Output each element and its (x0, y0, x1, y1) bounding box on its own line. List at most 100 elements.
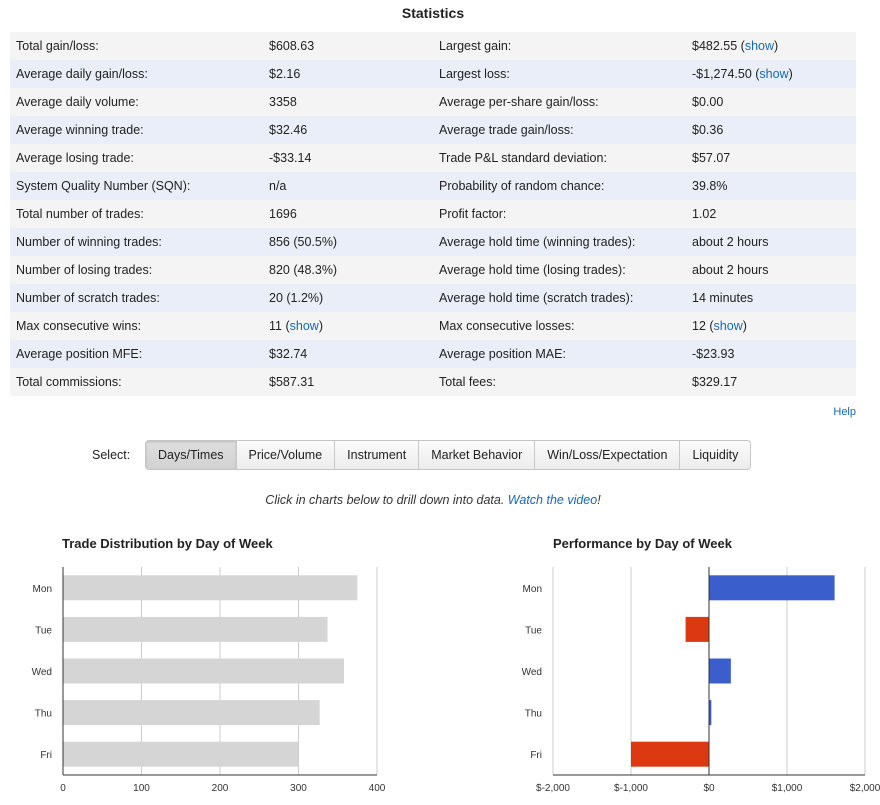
stat-label-text: Average winning trade: (16, 123, 144, 137)
bar-mon[interactable] (63, 575, 358, 601)
stat-value: 12 (show) (686, 312, 856, 340)
show-link[interactable]: show (759, 67, 789, 81)
stat-label-text: Average per-share gain/loss: (439, 95, 599, 109)
stat-value-text: about 2 hours (692, 235, 769, 249)
show-link[interactable]: show (744, 39, 775, 53)
stat-label-text: Average hold time (scratch trades): (439, 291, 634, 305)
x-tick-label: 300 (290, 783, 307, 794)
stat-value-text: 14 minutes (692, 291, 754, 305)
category-label: Mon (33, 584, 52, 595)
stat-value-text: -$23.93 (692, 347, 735, 361)
bar-thu[interactable] (63, 700, 320, 726)
tab-market-behavior[interactable]: Market Behavior (419, 441, 536, 469)
stat-label: Average position MAE: (433, 340, 686, 368)
help-link[interactable]: Help (833, 406, 856, 418)
statistics-title: Statistics (401, 5, 465, 21)
stat-value-text: $329.17 (692, 375, 738, 389)
stat-label: Average per-share gain/loss: (433, 88, 686, 116)
stat-label: Max consecutive losses: (433, 312, 686, 340)
stat-value: $0.00 (686, 88, 856, 116)
stat-label: Number of winning trades: (10, 228, 263, 256)
category-label: Tue (525, 625, 542, 636)
bar-tue[interactable] (685, 616, 709, 642)
stat-label-text: Number of losing trades: (16, 263, 153, 277)
stat-label-text: Total number of trades: (16, 207, 144, 221)
stat-row: Number of scratch trades: 20 (1.2%) Averag… (10, 284, 856, 312)
stat-value: -$23.93 (686, 340, 856, 368)
stat-value: about 2 hours (686, 228, 856, 256)
watch-video-link[interactable]: Watch the video (507, 493, 598, 507)
stat-label: Average losing trade: (10, 144, 263, 172)
show-link[interactable]: show (713, 319, 743, 333)
stat-label-text: Average daily gain/loss: (16, 67, 148, 81)
tab-win-loss-expectation[interactable]: Win/Loss/Expectation (535, 441, 681, 469)
hint-text: Click in charts below to drill down into… (265, 493, 505, 507)
stat-value: 1696 (263, 200, 433, 228)
stat-row: Total number of trades: 1696 Profit factor… (10, 200, 856, 228)
stat-value: n/a (263, 172, 433, 200)
stat-value: $608.63 (263, 32, 433, 60)
stat-row: Number of winning trades: 856 (50.5%) Aver… (10, 228, 856, 256)
bar-fri[interactable] (631, 741, 709, 767)
trade-distribution-chart[interactable]: 0 100 200 300 400 Mon Tue Wed Thu Fri (0, 555, 420, 805)
stat-label-text: Average trade gain/loss: (439, 123, 574, 137)
bar-wed[interactable] (709, 658, 731, 684)
stat-label: System Quality Number (SQN): (10, 172, 263, 200)
hint-suffix: ! (597, 493, 601, 507)
stat-label-text: Trade P&L standard deviation: (439, 151, 607, 165)
category-label: Wed (522, 667, 542, 678)
tab-instrument[interactable]: Instrument (335, 441, 420, 469)
stat-value-text: $482.55 (692, 39, 738, 53)
stat-value-text: about 2 hours (692, 263, 769, 277)
stat-label: Number of losing trades: (10, 256, 263, 284)
stat-value: -$33.14 (263, 144, 433, 172)
stat-value-text: -$33.14 (269, 151, 312, 165)
category-label: Mon (523, 584, 542, 595)
stat-value: 1.02 (686, 200, 856, 228)
stat-label: Total fees: (433, 368, 686, 396)
x-tick-label: $2,000 (850, 783, 880, 794)
bar-mon[interactable] (709, 575, 835, 601)
stat-value-text: 856 (50.5%) (269, 235, 338, 249)
stat-value: $32.74 (263, 340, 433, 368)
stat-value: about 2 hours (686, 256, 856, 284)
stat-label: Largest loss: (433, 60, 686, 88)
stat-row: Max consecutive wins: 11 (show) Max consec… (10, 312, 856, 340)
stat-label-text: Probability of random chance: (439, 179, 605, 193)
stat-label: Average winning trade: (10, 116, 263, 144)
show-link[interactable]: show (289, 319, 319, 333)
stat-value: 20 (1.2%) (263, 284, 433, 312)
stat-value-text: n/a (269, 179, 287, 193)
stat-value-text: $0.36 (692, 123, 724, 137)
bar-thu[interactable] (709, 700, 712, 726)
bar-tue[interactable] (63, 616, 328, 642)
stat-value-text: 11 (269, 319, 282, 333)
stat-row: System Quality Number (SQN): n/a Probabili… (10, 172, 856, 200)
stat-value: 856 (50.5%) (263, 228, 433, 256)
tab-liquidity[interactable]: Liquidity (692, 448, 739, 462)
performance-chart[interactable]: $-2,000 $-1,000 $0 $1,000 $2,000 Mon Tue Wed Thu… (500, 555, 880, 805)
tab-price-volume[interactable]: Price/Volume (237, 441, 336, 469)
x-tick-label: 400 (369, 783, 386, 794)
bar-fri[interactable] (63, 741, 299, 767)
stat-label: Probability of random chance: (433, 172, 686, 200)
stat-label-text: Average position MAE: (439, 347, 566, 361)
stat-row: Average losing trade: -$33.14 Trade P&L st… (10, 144, 856, 172)
x-tick-label: 200 (212, 783, 229, 794)
stat-value-text: 1696 (269, 207, 297, 221)
stat-row: Average position MFE: $32.74 Average posit… (10, 340, 856, 368)
stat-label-text: Largest loss: (439, 67, 510, 81)
category-label: Wed (32, 667, 52, 678)
tab-days-times[interactable]: Days/Times (146, 441, 237, 469)
trade-distribution-title: Trade Distribution by Day of Week (62, 536, 273, 551)
stat-label-text: Max consecutive wins: (16, 319, 142, 333)
stat-value-text: $32.74 (269, 347, 308, 361)
stat-value: 14 minutes (686, 284, 856, 312)
stat-value: $32.46 (263, 116, 433, 144)
stat-label-text: Average position MFE: (16, 347, 143, 361)
bar-wed[interactable] (63, 658, 345, 684)
stat-value: $587.31 (263, 368, 433, 396)
stat-value-text: $587.31 (269, 375, 315, 389)
stat-label-text: Average hold time (winning trades): (439, 235, 636, 249)
stat-label: Profit factor: (433, 200, 686, 228)
